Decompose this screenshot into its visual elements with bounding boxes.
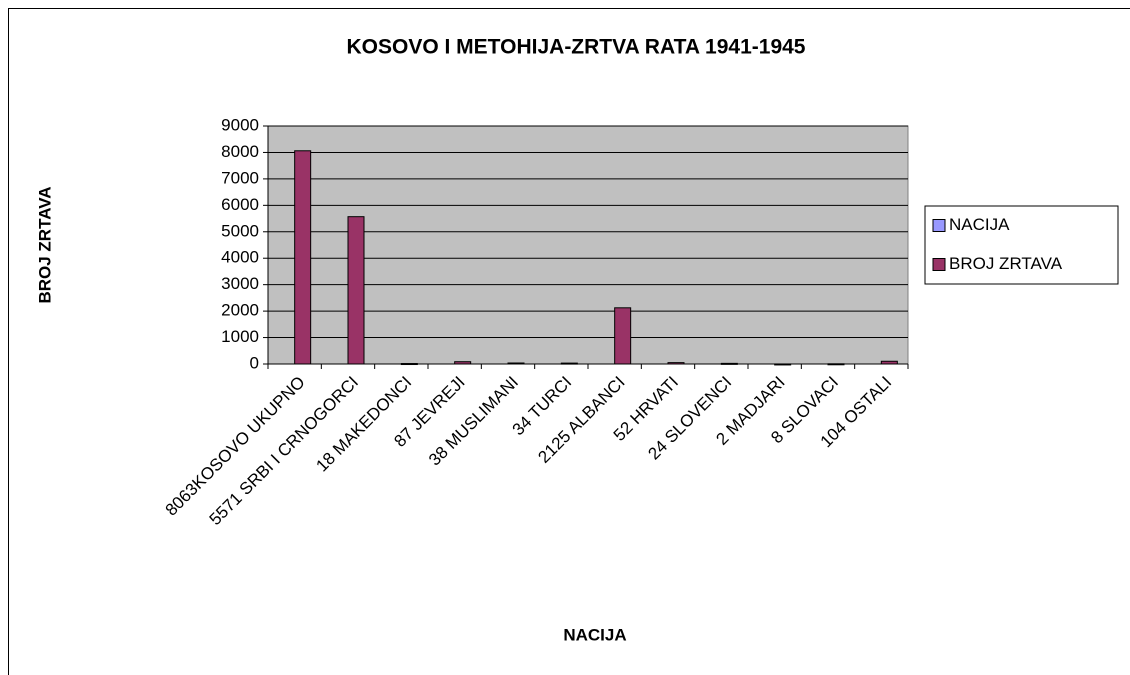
bar xyxy=(400,363,418,366)
legend-swatch xyxy=(932,258,946,271)
bar xyxy=(294,150,312,365)
bar xyxy=(774,363,792,366)
bar xyxy=(347,216,365,365)
y-tick-label: 4000 xyxy=(221,248,259,267)
y-tick-label: 2000 xyxy=(221,301,259,320)
bar xyxy=(454,361,472,365)
y-tick-label: 3000 xyxy=(221,274,259,293)
bar xyxy=(507,362,525,365)
plot-area xyxy=(267,125,909,365)
legend-label: BROJ ZRTAVA xyxy=(949,254,1063,273)
y-axis-label: BROJ ZRTAVA xyxy=(35,186,54,303)
y-tick-label: 5000 xyxy=(221,221,259,240)
bar xyxy=(720,362,738,365)
legend-label: NACIJA xyxy=(949,215,1010,234)
legend-swatch xyxy=(932,219,946,232)
bar xyxy=(827,363,845,366)
bar xyxy=(880,360,898,365)
y-tick-label: 0 xyxy=(250,353,259,372)
bar xyxy=(614,307,632,365)
y-tick-label: 1000 xyxy=(221,327,259,346)
y-tick-label: 9000 xyxy=(221,115,259,134)
y-tick-label: 7000 xyxy=(221,168,259,187)
x-axis-label: NACIJA xyxy=(563,625,626,644)
bar xyxy=(560,362,578,365)
legend-box xyxy=(924,205,1119,285)
y-tick-label: 8000 xyxy=(221,142,259,161)
bar xyxy=(667,362,685,365)
y-tick-label: 6000 xyxy=(221,195,259,214)
chart-title: KOSOVO I METOHIJA-ZRTVA RATA 1941-1945 xyxy=(347,36,806,59)
